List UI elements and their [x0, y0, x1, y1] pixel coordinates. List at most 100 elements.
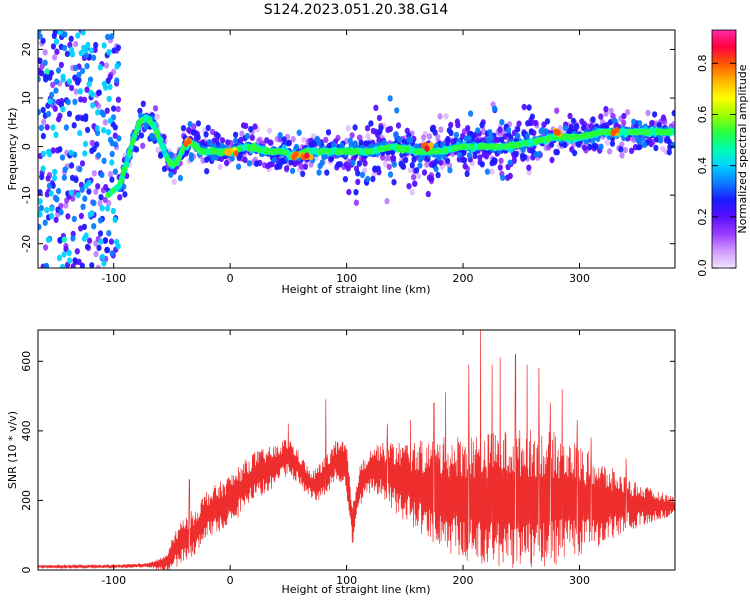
spectrogram-cell [453, 131, 460, 139]
spectrogram-cell [42, 49, 48, 56]
spectrogram-cell [54, 48, 60, 55]
spectrogram-cell [671, 109, 675, 117]
spectrogram-cell [92, 46, 98, 54]
spectrogram-cell [215, 132, 221, 139]
spectrogram-cell [43, 244, 49, 251]
spectrogram-cell [219, 137, 226, 144]
spectrogram-cell [645, 128, 652, 136]
spectrogram-cell [95, 109, 101, 116]
spectrogram-cell [61, 236, 67, 243]
spectrogram-cell [455, 121, 461, 129]
spectrogram-cell [426, 133, 433, 140]
spectrogram-cell [140, 100, 146, 108]
snr-xlabel: Height of straight line (km) [281, 583, 430, 596]
spectrogram-cell [75, 32, 81, 39]
spectrogram-ylabel: Frequency (Hz) [6, 108, 19, 191]
colorbar-tick-label: 0.6 [696, 106, 709, 124]
spectrogram-cell [81, 44, 87, 52]
spectrogram-cell [89, 139, 95, 147]
spectrogram-cell [109, 159, 115, 166]
spectrogram-cell [81, 223, 87, 231]
spectrogram-cell [495, 136, 501, 144]
spectrogram-cell [603, 110, 609, 117]
spectrogram-cell [120, 169, 126, 177]
spectrogram-cell [411, 156, 417, 163]
colorbar-tick-label: 0.0 [696, 259, 709, 277]
spectrogram-cell [356, 134, 363, 141]
spectrogram-cell [108, 238, 114, 245]
spectrogram-cell [277, 132, 283, 139]
spectrogram-cell [373, 128, 379, 135]
spectrogram-cell [578, 133, 584, 140]
spectrogram-cell [95, 264, 101, 268]
spectrogram-cell [515, 141, 521, 149]
spectrogram-cell [358, 139, 364, 146]
spectrogram-cell [398, 145, 404, 152]
spectrogram-cell [522, 140, 529, 147]
x-tick-label: 100 [336, 574, 357, 587]
spectrogram-cell [44, 206, 50, 214]
spectrogram-cell [67, 257, 73, 264]
spectrogram-cell [515, 132, 521, 140]
spectrogram-cell [57, 236, 63, 244]
spectrogram-cell [667, 128, 673, 136]
spectrogram-cell [653, 144, 659, 152]
spectrogram-cell [425, 190, 431, 198]
spectrogram-cell [116, 135, 122, 142]
spectrogram-cell [154, 113, 160, 120]
spectrogram-cell [461, 149, 467, 156]
spectrogram-cell [368, 120, 374, 127]
spectrogram-cell [89, 262, 95, 268]
spectrogram-cell [72, 98, 78, 106]
spectrogram-cell [469, 143, 475, 150]
spectrogram-cell [161, 165, 168, 173]
spectrogram-cell [353, 199, 359, 206]
spectrogram-cell [105, 205, 111, 212]
x-tick-label: 300 [569, 272, 590, 285]
spectrogram-cell [610, 112, 616, 120]
spectrogram-cell [267, 127, 273, 134]
spectrogram-cell [102, 196, 108, 204]
snr-ylabel: SNR (10 * v/v) [6, 411, 19, 489]
spectrogram-cell [435, 171, 441, 179]
spectrogram-cell [499, 119, 505, 126]
spectrogram-cell [97, 64, 103, 71]
spectrogram-cell [282, 149, 288, 156]
spectrogram-cell [57, 112, 63, 120]
spectrogram-cell [631, 118, 637, 126]
spectrogram-cell [614, 126, 620, 134]
spectrogram-cell [391, 179, 397, 186]
spectrogram-cell [66, 110, 73, 118]
spectrogram-cell [376, 146, 382, 153]
x-tick-label: 300 [569, 574, 590, 587]
spectrogram-cell [625, 109, 631, 116]
spectrogram-cell [239, 130, 245, 137]
spectrogram-cell [430, 126, 436, 133]
spectrogram-cell [40, 132, 47, 140]
spectrogram-cell [521, 103, 527, 111]
spectrogram-cell [567, 112, 573, 120]
spectrogram-cell [381, 139, 387, 146]
spectrogram-cell [114, 77, 120, 84]
spectrogram-cell [68, 35, 74, 42]
spectrogram-cell [574, 123, 580, 130]
spectrogram-cell [516, 120, 522, 127]
spectrogram-cell [468, 110, 474, 117]
spectrogram-cell [52, 105, 58, 112]
spectrogram-cell [143, 123, 149, 130]
spectrogram-cell [42, 59, 48, 66]
spectrogram-cell [568, 123, 574, 131]
spectrogram-cell [264, 148, 270, 155]
spectrogram-cell [316, 148, 322, 155]
spectrogram-cell [414, 148, 420, 155]
spectrogram-cell [373, 104, 379, 112]
spectrogram-cell [93, 188, 99, 195]
spectrogram-cell [484, 143, 490, 150]
spectrogram-cell [610, 130, 616, 137]
spectrogram-cell [525, 120, 531, 127]
spectrogram-cell [409, 189, 415, 196]
spectrogram-cell [93, 250, 99, 258]
spectrogram-cell [316, 169, 322, 176]
spectrogram-cell [630, 128, 636, 136]
